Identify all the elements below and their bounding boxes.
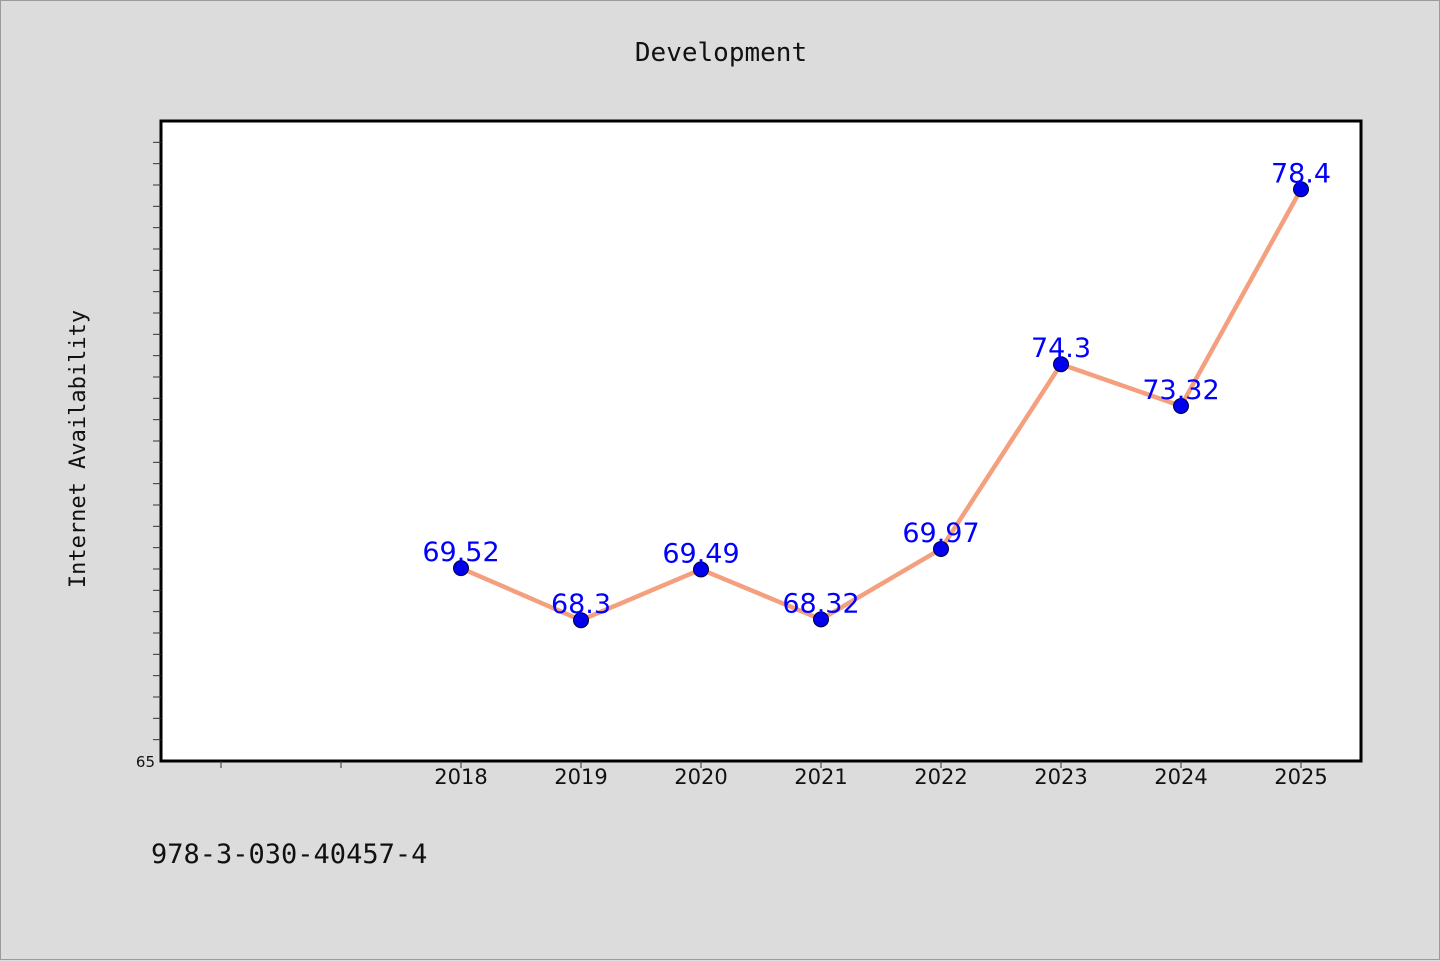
data-point — [1173, 398, 1189, 415]
chart-title: Development — [635, 38, 807, 68]
x-tick-label: 2022 — [914, 765, 967, 789]
x-tick-label: 2019 — [554, 765, 607, 789]
data-point — [453, 560, 469, 577]
data-point — [1053, 356, 1069, 373]
footer-isbn: 978-3-030-40457-4 — [151, 839, 427, 870]
data-label: 73.32 — [1142, 375, 1219, 406]
x-tick-label: 2020 — [674, 765, 727, 789]
data-point — [1293, 181, 1309, 198]
data-label: 69.52 — [422, 537, 499, 568]
data-label: 68.32 — [782, 588, 859, 619]
data-point — [813, 611, 829, 628]
series-layer — [453, 181, 1309, 629]
y-axis-label: Internet Availability — [66, 310, 91, 588]
data-point — [693, 561, 709, 578]
data-label: 69.49 — [662, 538, 739, 569]
y-axis-ticks: 65 — [136, 141, 161, 771]
x-axis-ticks: 2018 2019 2020 2021 2022 2023 2024 2025 — [220, 761, 1328, 789]
y-tick-label: 65 — [136, 753, 155, 771]
plot-area — [159, 119, 1363, 763]
data-point — [573, 612, 589, 629]
data-point — [933, 540, 949, 557]
x-tick-label: 2024 — [1154, 765, 1207, 789]
x-tick-label: 2025 — [1274, 765, 1327, 789]
data-label-layer: 69.52 68.3 69.49 68.32 69.97 74.3 73.32 78.4 — [422, 158, 1331, 620]
x-tick-label: 2021 — [794, 765, 847, 789]
data-label: 69.97 — [902, 518, 979, 549]
series-line — [458, 187, 1304, 623]
data-label: 74.3 — [1031, 333, 1091, 364]
x-tick-label: 2018 — [434, 765, 487, 789]
data-label: 78.4 — [1271, 158, 1331, 189]
x-tick-label: 2023 — [1034, 765, 1087, 789]
data-label: 68.3 — [551, 589, 611, 620]
